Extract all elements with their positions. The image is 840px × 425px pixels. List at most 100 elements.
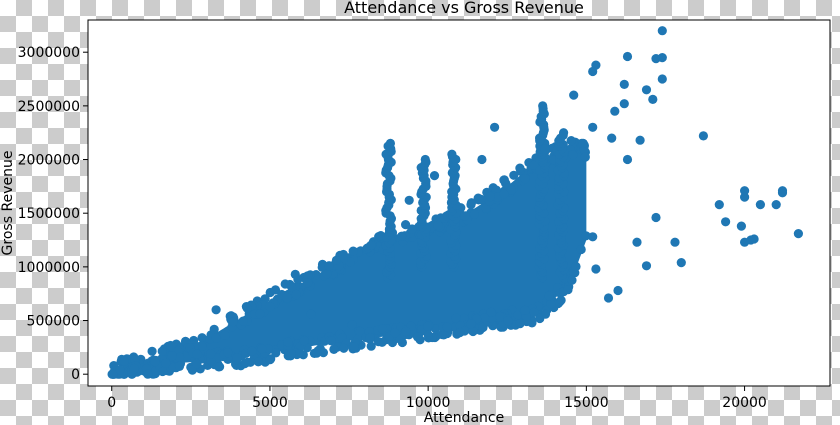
data-point	[433, 220, 443, 231]
data-point	[303, 278, 313, 288]
data-point	[228, 317, 238, 327]
chart-title: Attendance vs Gross Revenue	[344, 0, 584, 17]
data-point	[257, 344, 267, 354]
y-axis-title: Gross Revenue	[0, 151, 16, 256]
data-point	[263, 344, 273, 354]
data-point	[166, 340, 176, 351]
plot-frame	[87, 19, 831, 387]
data-point-outlier	[610, 106, 620, 116]
data-point	[238, 316, 248, 326]
data-point	[509, 170, 519, 180]
data-point	[286, 349, 296, 359]
data-point	[282, 293, 292, 303]
data-point-outlier	[569, 90, 579, 100]
data-point-outlier	[429, 171, 440, 181]
data-point	[299, 336, 309, 346]
data-point	[469, 209, 479, 219]
data-point	[211, 333, 221, 343]
data-point	[486, 307, 496, 317]
data-point-outlier	[619, 79, 629, 89]
data-point-outlier	[657, 26, 667, 36]
data-point	[401, 326, 411, 337]
data-point	[503, 316, 513, 326]
x-tick-label: 0	[107, 395, 116, 411]
data-point	[460, 211, 470, 221]
data-point	[174, 361, 185, 371]
data-point	[466, 200, 476, 210]
data-point-outlier	[290, 269, 300, 279]
data-point	[485, 191, 495, 202]
data-point-outlier	[740, 192, 750, 202]
data-point-outlier	[657, 74, 667, 84]
data-point-outlier	[676, 258, 686, 268]
data-point-outlier	[306, 309, 316, 319]
data-point	[240, 359, 250, 369]
data-point	[442, 322, 452, 332]
data-point	[366, 240, 376, 250]
data-point	[291, 289, 301, 300]
data-point-outlier	[540, 144, 550, 154]
data-point	[147, 346, 157, 356]
data-point-outlier	[793, 229, 804, 239]
y-tick-label: 3000000	[18, 45, 80, 61]
data-point-outlier	[641, 261, 652, 271]
data-point	[580, 152, 590, 162]
data-point	[329, 344, 339, 354]
data-point	[271, 348, 281, 358]
data-point	[451, 313, 461, 323]
data-point	[571, 261, 581, 272]
data-point	[150, 357, 160, 367]
data-point	[303, 271, 313, 281]
data-point-outlier	[607, 133, 617, 143]
data-point	[377, 324, 388, 334]
data-point-outlier	[648, 94, 658, 104]
y-tick-label: 2000000	[18, 153, 80, 169]
data-point	[206, 349, 216, 359]
data-point	[520, 174, 530, 184]
data-point	[447, 149, 457, 159]
x-tick-label: 10000	[406, 395, 451, 411]
y-tick-label: 2500000	[18, 99, 80, 115]
data-point	[566, 136, 576, 146]
data-point	[529, 160, 539, 170]
data-point	[161, 358, 171, 368]
data-point-outlier	[331, 255, 341, 265]
data-point-outlier	[211, 305, 221, 315]
x-tick-label: 5000	[252, 395, 288, 411]
data-point-outlier	[588, 122, 598, 132]
data-point	[355, 326, 365, 337]
y-tick-label: 1500000	[18, 206, 80, 222]
data-point	[365, 333, 375, 343]
data-point	[294, 349, 304, 359]
data-point	[253, 357, 263, 367]
data-point	[157, 346, 167, 356]
data-point-outlier	[714, 200, 724, 210]
data-point-outlier	[578, 138, 588, 148]
data-point	[158, 366, 168, 377]
data-point	[559, 128, 569, 138]
data-point	[468, 326, 478, 337]
data-point	[538, 101, 548, 111]
data-point-outlier	[641, 85, 652, 95]
data-point	[397, 231, 407, 241]
data-point	[115, 365, 125, 375]
data-point	[520, 305, 530, 315]
data-point	[568, 150, 578, 160]
data-point	[265, 302, 275, 312]
data-point	[143, 369, 153, 379]
data-point	[280, 279, 290, 289]
data-point	[506, 185, 516, 195]
data-point	[556, 295, 566, 305]
data-point	[576, 244, 586, 255]
data-point	[324, 261, 334, 271]
data-point	[129, 363, 139, 374]
data-point	[197, 333, 207, 343]
data-point-outlier	[588, 66, 598, 77]
data-point	[563, 285, 573, 295]
data-point-outlier	[777, 186, 788, 196]
y-tick-label: 1000000	[18, 260, 80, 276]
data-point	[326, 336, 336, 346]
data-point	[466, 319, 476, 329]
data-point-outlier	[657, 53, 667, 63]
data-point	[220, 330, 230, 340]
